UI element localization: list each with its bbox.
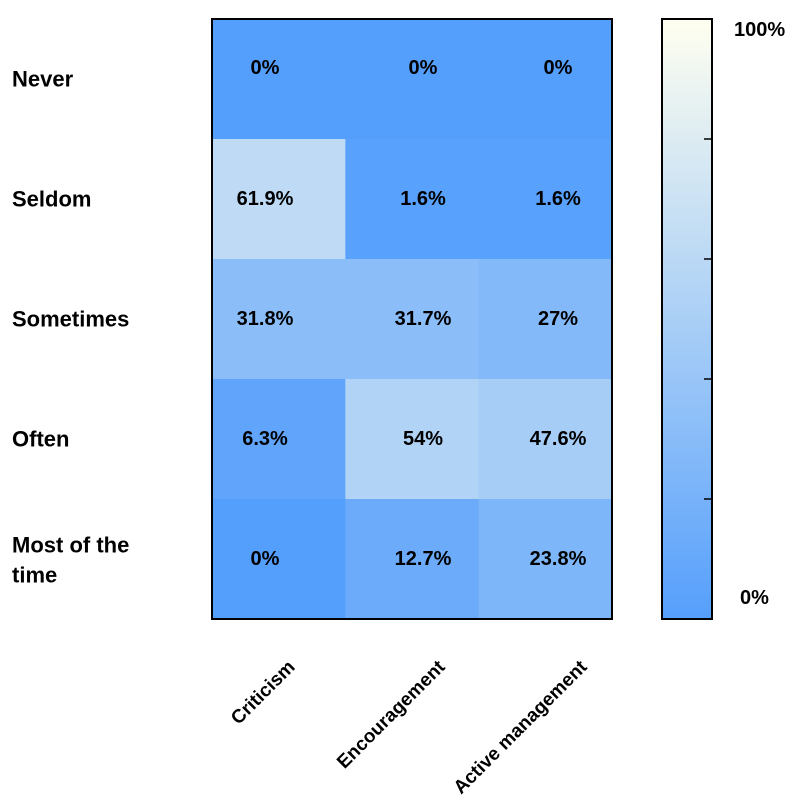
column-label: Active management: [450, 656, 592, 798]
cell-value-label: 0%: [544, 57, 573, 79]
colorbar: [661, 18, 713, 620]
row-label: Most of the time: [12, 532, 129, 587]
heatmap-cell: [212, 379, 346, 500]
colorbar-min-label: 0%: [740, 587, 769, 609]
cell-value-label: 27%: [538, 308, 578, 330]
column-label: Criticism: [227, 657, 299, 729]
cell-value-label: 61.9%: [237, 188, 294, 210]
heatmap-cell: [212, 499, 346, 620]
heatmap-cell-labels: 0% 0% 0% 61.9% 1.6% 1.6% 31.8% 31.7% 27% 6.3% 54% 4…: [237, 57, 587, 570]
cell-value-label: 31.8%: [237, 308, 294, 330]
heatmap-cell: [345, 259, 480, 380]
row-labels: Never Seldom Sometimes Often Most of the time: [12, 67, 129, 587]
heatmap-cell: [478, 379, 613, 500]
cell-value-label: 0%: [251, 57, 280, 79]
heatmap-cell: [345, 19, 480, 140]
row-label: Seldom: [12, 187, 91, 212]
cell-value-label: 6.3%: [242, 428, 288, 450]
heatmap-cell: [478, 19, 613, 140]
row-label: Never: [12, 67, 74, 92]
heatmap-cell: [345, 139, 480, 260]
cell-value-label: 47.6%: [530, 428, 587, 450]
cell-value-label: 0%: [409, 57, 438, 79]
colorbar-ticks: [704, 138, 712, 500]
cell-value-label: 54%: [403, 428, 443, 450]
cell-value-label: 1.6%: [400, 188, 446, 210]
heatmap-cell: [345, 499, 480, 620]
heatmap-cell: [212, 139, 346, 260]
column-label: Encouragement: [333, 656, 450, 773]
heatmap-cell: [345, 379, 480, 500]
cell-value-label: 23.8%: [530, 548, 587, 570]
cell-value-label: 31.7%: [395, 308, 452, 330]
colorbar-max-label: 100%: [734, 19, 785, 41]
cell-value-label: 12.7%: [395, 548, 452, 570]
row-label: Sometimes: [12, 307, 129, 332]
heatmap-cell: [478, 499, 613, 620]
cell-value-label: 0%: [251, 548, 280, 570]
heatmap-frame: [211, 18, 613, 620]
column-labels: Criticism Encouragement Active management: [227, 656, 592, 798]
cell-value-label: 1.6%: [535, 188, 581, 210]
heatmap-cells: [212, 19, 613, 620]
heatmap-cell: [478, 259, 613, 380]
row-label: Often: [12, 427, 69, 452]
heatmap-cell: [478, 139, 613, 260]
heatmap-cell: [212, 19, 346, 140]
heatmap-cell: [212, 259, 346, 380]
